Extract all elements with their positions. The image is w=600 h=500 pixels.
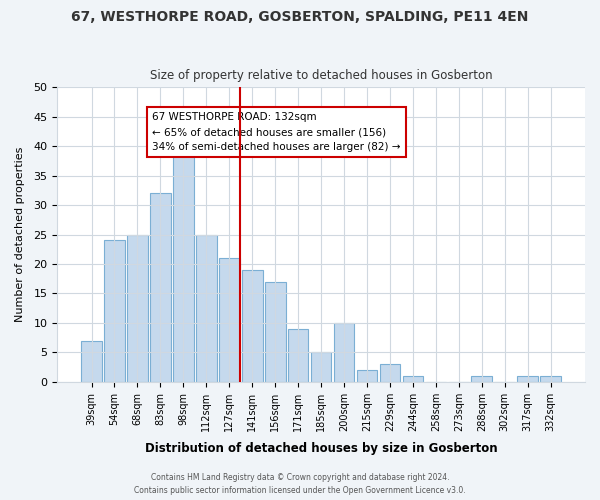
Bar [334, 323, 355, 382]
Bar [196, 234, 217, 382]
Bar [81, 340, 102, 382]
Bar [104, 240, 125, 382]
Bar [219, 258, 239, 382]
Y-axis label: Number of detached properties: Number of detached properties [15, 147, 25, 322]
X-axis label: Distribution of detached houses by size in Gosberton: Distribution of detached houses by size … [145, 442, 497, 455]
Text: 67 WESTHORPE ROAD: 132sqm
← 65% of detached houses are smaller (156)
34% of semi: 67 WESTHORPE ROAD: 132sqm ← 65% of detac… [152, 112, 401, 152]
Title: Size of property relative to detached houses in Gosberton: Size of property relative to detached ho… [150, 69, 493, 82]
Bar [242, 270, 263, 382]
Text: Contains HM Land Registry data © Crown copyright and database right 2024.
Contai: Contains HM Land Registry data © Crown c… [134, 474, 466, 495]
Bar [541, 376, 561, 382]
Text: 67, WESTHORPE ROAD, GOSBERTON, SPALDING, PE11 4EN: 67, WESTHORPE ROAD, GOSBERTON, SPALDING,… [71, 10, 529, 24]
Bar [150, 194, 171, 382]
Bar [173, 152, 194, 382]
Bar [403, 376, 423, 382]
Bar [311, 352, 331, 382]
Bar [288, 329, 308, 382]
Bar [517, 376, 538, 382]
Bar [472, 376, 492, 382]
Bar [356, 370, 377, 382]
Bar [127, 234, 148, 382]
Bar [380, 364, 400, 382]
Bar [265, 282, 286, 382]
